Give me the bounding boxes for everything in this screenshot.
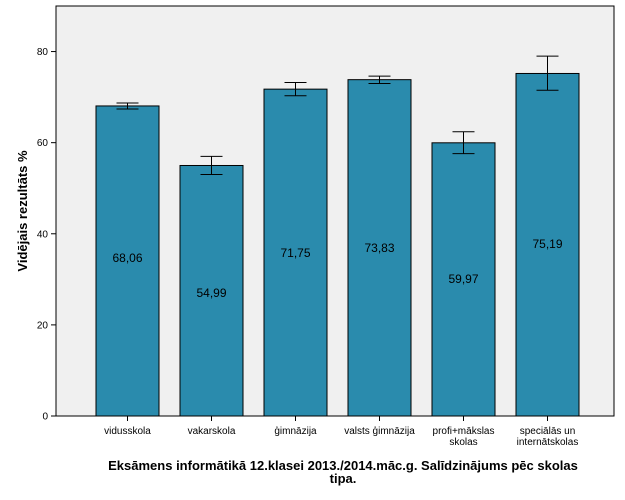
y-tick-label-40: 40: [37, 229, 49, 240]
data-label-1: 68,06: [112, 251, 142, 265]
y-tick-label-20: 20: [37, 320, 49, 331]
category-label-1: vidusskola: [104, 426, 151, 437]
category-label-6-1: speciālās un: [520, 426, 576, 437]
x-axis: vidusskola vakarskola ģimnāzija valsts ģimn…: [56, 415, 614, 448]
category-label-4: valsts ģimnāzija: [344, 424, 415, 437]
category-label-5-1: profi+mākslas: [433, 426, 495, 437]
data-label-3: 71,75: [280, 246, 310, 260]
bar-4: [347, 79, 412, 417]
data-label-5: 59,97: [448, 272, 478, 286]
data-label-4: 73,83: [364, 241, 394, 255]
y-tick-label-80: 80: [37, 47, 49, 58]
category-label-5-2: skolas: [449, 437, 477, 448]
y-axis: 0 20 40 60 80: [37, 6, 57, 423]
y-tick-label-0: 0: [42, 412, 48, 423]
category-label-3: ģimnāzija: [274, 424, 317, 437]
bar-1: [95, 105, 160, 417]
x-axis-title-line-2: tipa.: [330, 471, 357, 486]
category-label-2: vakarskola: [188, 426, 236, 437]
bar-6: [515, 72, 580, 417]
x-axis-title-line-1: Eksāmens informātikā 12.klasei 2013./201…: [108, 458, 578, 473]
bar-3: [263, 88, 328, 417]
category-label-6-2: internātskolas: [517, 437, 579, 448]
x-axis-title: Eksāmens informātikā 12.klasei 2013./201…: [108, 458, 578, 486]
bar-2: [179, 164, 244, 417]
data-label-2: 54,99: [196, 286, 226, 300]
y-axis-title: Vidējais rezultāts %: [15, 150, 30, 272]
data-label-6: 75,19: [532, 237, 562, 251]
y-tick-label-60: 60: [37, 138, 49, 149]
bars: 68,06 54,99 71,75 73,83 59,97 75,19: [95, 55, 580, 417]
